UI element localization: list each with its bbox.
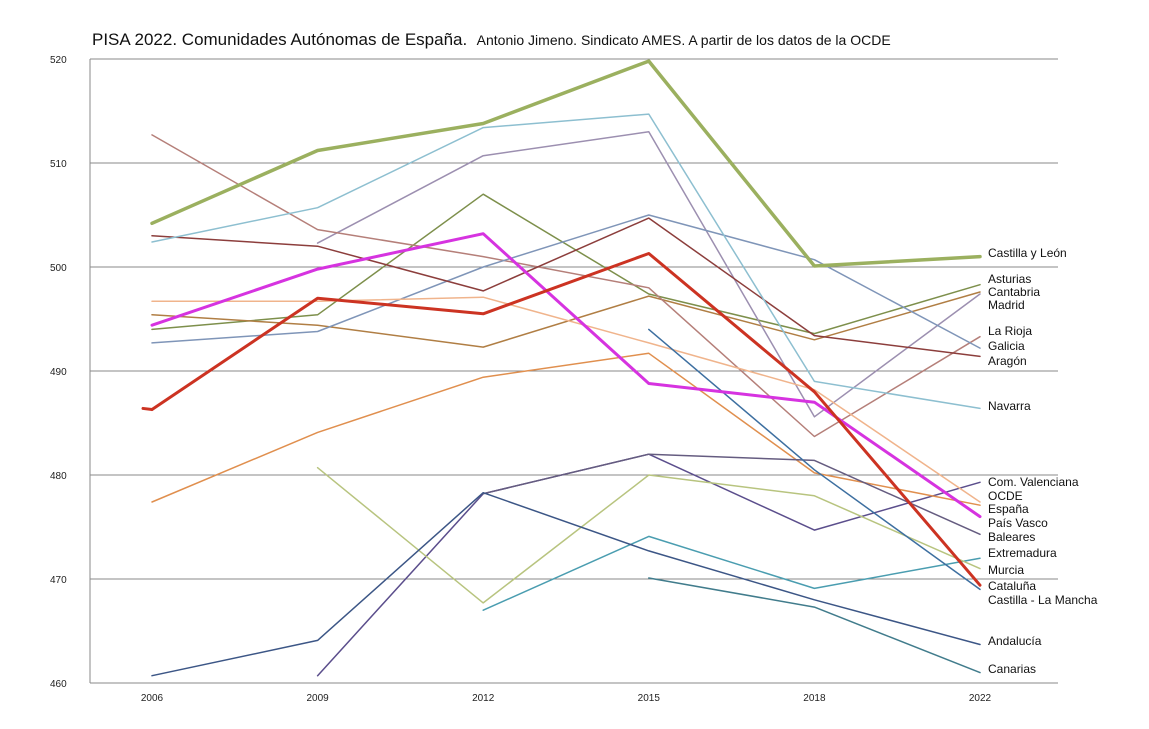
series-line-la-rioja xyxy=(151,134,981,438)
series-line-espa-a xyxy=(151,352,981,506)
series-label: Murcia xyxy=(988,563,1024,577)
x-tick-label: 2009 xyxy=(306,693,329,704)
series-label: Cantabria xyxy=(988,285,1040,299)
series-line-navarra xyxy=(151,113,981,410)
series-label: Cataluña xyxy=(988,579,1036,593)
grid xyxy=(89,58,1058,684)
y-tick-label: 470 xyxy=(50,575,67,586)
y-tick-label: 490 xyxy=(50,367,67,378)
series-label: Asturias xyxy=(988,272,1031,286)
chart-title: PISA 2022. Comunidades Autónomas de Espa… xyxy=(92,30,891,50)
series-label: Aragón xyxy=(988,354,1027,368)
series-line-castilla-y-le-n xyxy=(150,59,982,268)
series-label: Castilla y León xyxy=(988,246,1067,260)
series-lines xyxy=(141,59,982,677)
series-line-arag-n xyxy=(151,217,981,358)
series-label: Com. Valenciana xyxy=(988,475,1079,489)
x-tick-label: 2012 xyxy=(472,693,495,704)
series-label: Canarias xyxy=(988,662,1036,676)
series-line-madrid xyxy=(316,131,981,418)
series-label: Baleares xyxy=(988,530,1035,544)
y-tick-label: 510 xyxy=(50,159,67,170)
series-line-murcia xyxy=(316,466,981,604)
y-tick-label: 500 xyxy=(50,263,67,274)
chart-subtitle: Antonio Jimeno. Sindicato AMES. A partir… xyxy=(476,32,891,48)
series-label: Navarra xyxy=(988,399,1031,413)
series-line-cataluna-stub xyxy=(141,406,154,411)
series-line-cantabria xyxy=(151,291,981,348)
series-label: OCDE xyxy=(988,489,1023,503)
series-line-galicia xyxy=(151,214,981,349)
chart-title-main: PISA 2022. Comunidades Autónomas de Espa… xyxy=(92,30,468,49)
series-label: Andalucía xyxy=(988,634,1042,648)
y-tick-label: 460 xyxy=(50,679,67,690)
series-label: Castilla - La Mancha xyxy=(988,593,1098,607)
series-line-com-valenciana xyxy=(316,453,981,677)
x-tick-label: 2022 xyxy=(969,693,992,704)
series-label: País Vasco xyxy=(988,516,1048,530)
series-line-extremadura xyxy=(482,535,981,611)
series-line-andaluc-a xyxy=(151,491,981,677)
y-tick-label: 480 xyxy=(50,471,67,482)
series-label: Madrid xyxy=(988,298,1025,312)
series-label: Galicia xyxy=(988,339,1025,353)
x-tick-label: 2006 xyxy=(141,693,164,704)
series-line-catalu-a xyxy=(150,252,982,587)
series-label: Extremadura xyxy=(988,546,1057,560)
x-tick-label: 2018 xyxy=(803,693,826,704)
y-axis-ticks: 460 470 480 490 500 510 520 xyxy=(50,55,67,690)
series-line-canarias xyxy=(648,577,981,674)
x-axis-ticks: 2006 2009 2012 2015 2018 2022 xyxy=(141,693,992,704)
series-line-baleares xyxy=(482,453,981,536)
x-tick-label: 2015 xyxy=(638,693,661,704)
series-label: La Rioja xyxy=(988,324,1032,338)
series-line-castilla-la-mancha xyxy=(648,328,981,591)
y-tick-label: 520 xyxy=(50,55,67,66)
series-label: España xyxy=(988,502,1029,516)
series-line-ocde xyxy=(151,296,981,503)
series-line-pa-s-vasco xyxy=(150,232,982,519)
